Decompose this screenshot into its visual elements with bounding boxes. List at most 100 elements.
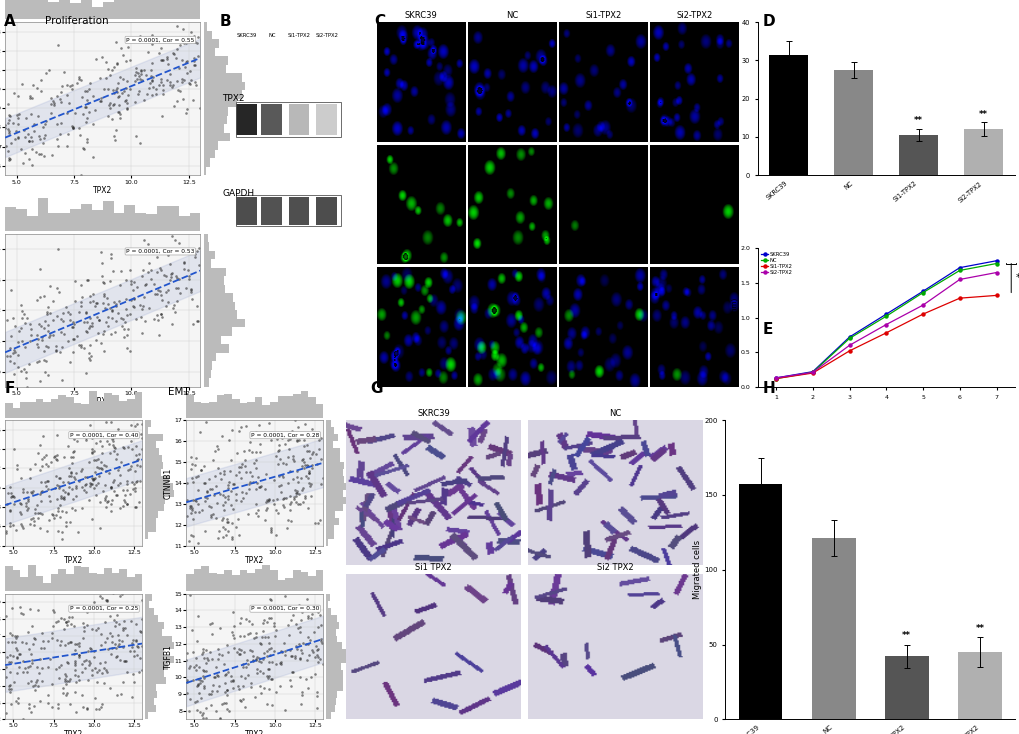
Point <box>0 314 15 326</box>
Point <box>176 74 193 86</box>
Point <box>62 80 78 92</box>
Point <box>189 680 205 691</box>
Point <box>48 171 64 183</box>
Point <box>60 489 76 501</box>
Point <box>186 37 203 48</box>
Point <box>111 618 127 630</box>
Point <box>93 247 109 258</box>
Point <box>89 677 105 688</box>
Point <box>26 684 43 696</box>
Text: TPX2: TPX2 <box>222 94 245 103</box>
Point <box>104 435 120 447</box>
Point <box>220 490 236 502</box>
Point <box>276 427 292 439</box>
Point <box>159 51 175 62</box>
Point <box>49 133 65 145</box>
Point <box>197 495 213 507</box>
Point <box>208 661 224 673</box>
Point <box>112 430 128 442</box>
Point <box>122 275 139 287</box>
Point <box>194 648 210 660</box>
Point <box>261 493 277 505</box>
FancyBboxPatch shape <box>316 104 336 135</box>
Point <box>13 472 30 484</box>
Point <box>182 451 199 463</box>
Point <box>115 500 131 512</box>
Point <box>259 617 275 628</box>
Point <box>201 550 217 562</box>
Point <box>104 630 120 642</box>
Point <box>21 702 38 713</box>
Point <box>123 431 140 443</box>
Point <box>33 375 49 387</box>
Point <box>88 624 104 636</box>
Point <box>149 266 165 277</box>
Point <box>178 57 195 68</box>
Point <box>277 646 293 658</box>
Point <box>306 650 322 662</box>
Point <box>198 658 214 669</box>
Point <box>144 90 160 101</box>
Point <box>64 83 81 95</box>
Point <box>267 658 283 670</box>
Point <box>11 325 28 337</box>
Point <box>242 404 258 415</box>
Point <box>23 487 40 498</box>
Point <box>178 103 195 115</box>
Point <box>83 480 99 492</box>
Point <box>3 491 19 503</box>
Point <box>230 715 247 727</box>
Point <box>300 683 316 694</box>
Point <box>66 722 83 733</box>
Point <box>38 68 54 79</box>
Point <box>205 672 221 683</box>
Point <box>77 101 94 112</box>
Point <box>132 65 149 76</box>
Point <box>81 106 97 117</box>
Y-axis label: CTNNB1: CTNNB1 <box>164 468 172 498</box>
Point <box>48 616 64 628</box>
Point <box>244 618 260 630</box>
Point <box>262 650 278 661</box>
Point <box>180 662 197 674</box>
Point <box>203 509 219 520</box>
Point <box>112 279 128 291</box>
Point <box>187 652 204 664</box>
Point <box>237 460 254 472</box>
FancyBboxPatch shape <box>261 104 281 135</box>
Point <box>230 683 247 695</box>
Point <box>72 341 89 353</box>
Point <box>277 493 293 504</box>
Point <box>84 432 100 444</box>
Point <box>181 500 198 512</box>
Point <box>32 522 48 534</box>
Point <box>78 435 95 446</box>
Point <box>219 517 235 528</box>
Point <box>314 472 330 484</box>
Point <box>122 264 139 276</box>
Point <box>32 291 48 303</box>
Point <box>253 480 269 492</box>
Point <box>190 672 206 684</box>
Point <box>109 490 125 501</box>
Point <box>186 31 203 43</box>
Point <box>187 452 204 464</box>
Point <box>152 286 168 297</box>
Point <box>130 70 147 82</box>
Point <box>116 323 132 335</box>
Point <box>56 613 72 625</box>
Point <box>50 244 66 255</box>
Point <box>40 460 56 472</box>
Point <box>2 355 18 367</box>
Text: C: C <box>374 14 385 29</box>
Point <box>128 640 145 652</box>
Point <box>133 418 150 429</box>
Point <box>39 308 55 319</box>
Point <box>0 98 16 110</box>
Point <box>181 705 198 716</box>
Point <box>183 507 200 519</box>
Point <box>6 498 22 510</box>
Point <box>42 653 58 665</box>
Point <box>101 468 117 479</box>
Point <box>242 466 258 478</box>
